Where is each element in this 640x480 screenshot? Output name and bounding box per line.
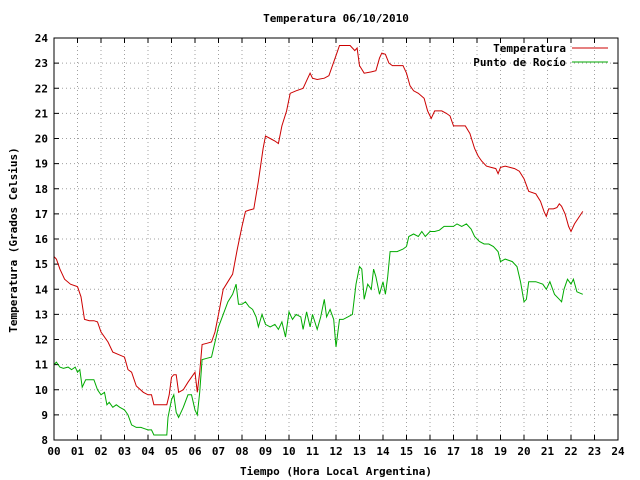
y-tick-label: 12 <box>35 334 48 347</box>
x-tick-label: 10 <box>282 445 295 458</box>
y-tick-label: 8 <box>41 434 48 447</box>
x-tick-label: 05 <box>165 445 178 458</box>
y-tick-label: 19 <box>35 158 48 171</box>
chart-title: Temperatura 06/10/2010 <box>263 12 409 25</box>
x-tick-label: 19 <box>494 445 507 458</box>
x-tick-label: 22 <box>564 445 577 458</box>
y-tick-label: 14 <box>35 283 49 296</box>
y-tick-label: 10 <box>35 384 48 397</box>
x-tick-label: 04 <box>141 445 155 458</box>
x-tick-label: 12 <box>329 445 342 458</box>
y-tick-label: 15 <box>35 258 48 271</box>
x-tick-label: 23 <box>588 445 601 458</box>
y-tick-label: 24 <box>35 32 49 45</box>
legend-label: Temperatura <box>493 42 566 55</box>
plot-frame <box>53 37 619 441</box>
x-tick-label: 17 <box>447 445 460 458</box>
x-tick-label: 18 <box>470 445 483 458</box>
y-tick-label: 11 <box>35 359 49 372</box>
x-tick-label: 14 <box>376 445 390 458</box>
x-tick-label: 02 <box>94 445 107 458</box>
x-tick-label: 01 <box>71 445 85 458</box>
x-axis-label: Tiempo (Hora Local Argentina) <box>240 465 432 478</box>
x-tick-label: 03 <box>118 445 131 458</box>
x-tick-label: 09 <box>259 445 272 458</box>
x-tick-label: 16 <box>423 445 437 458</box>
x-tick-label: 13 <box>353 445 366 458</box>
series-line-punto-de-rocio <box>53 223 583 436</box>
x-tick-label: 20 <box>517 445 530 458</box>
y-tick-label: 22 <box>35 82 48 95</box>
y-tick-label: 18 <box>35 183 48 196</box>
series-layer <box>53 45 584 436</box>
x-tick-label: 24 <box>611 445 625 458</box>
x-tick-label: 07 <box>212 445 225 458</box>
x-tick-label: 08 <box>235 445 248 458</box>
grid-layer <box>54 38 618 440</box>
series-line-temperatura <box>53 45 584 406</box>
y-tick-label: 23 <box>35 57 48 70</box>
y-tick-label: 16 <box>35 233 49 246</box>
y-tick-label: 21 <box>35 107 49 120</box>
y-tick-label: 17 <box>35 208 48 221</box>
y-tick-label: 20 <box>35 133 48 146</box>
x-tick-label: 06 <box>188 445 202 458</box>
y-tick-label: 13 <box>35 308 48 321</box>
x-tick-label: 15 <box>400 445 413 458</box>
x-tick-label: 00 <box>47 445 60 458</box>
y-axis-label: Temperatura (Grados Celsius) <box>7 147 20 332</box>
legend-label: Punto de Rocío <box>473 56 566 69</box>
x-tick-label: 11 <box>306 445 320 458</box>
x-tick-label: 21 <box>541 445 555 458</box>
y-tick-label: 9 <box>41 409 48 422</box>
axis-ticks: 00 01 02 03 04 05 06 07 08 09 10 11 12 13 14 15 16 17 18 19… <box>35 32 625 458</box>
